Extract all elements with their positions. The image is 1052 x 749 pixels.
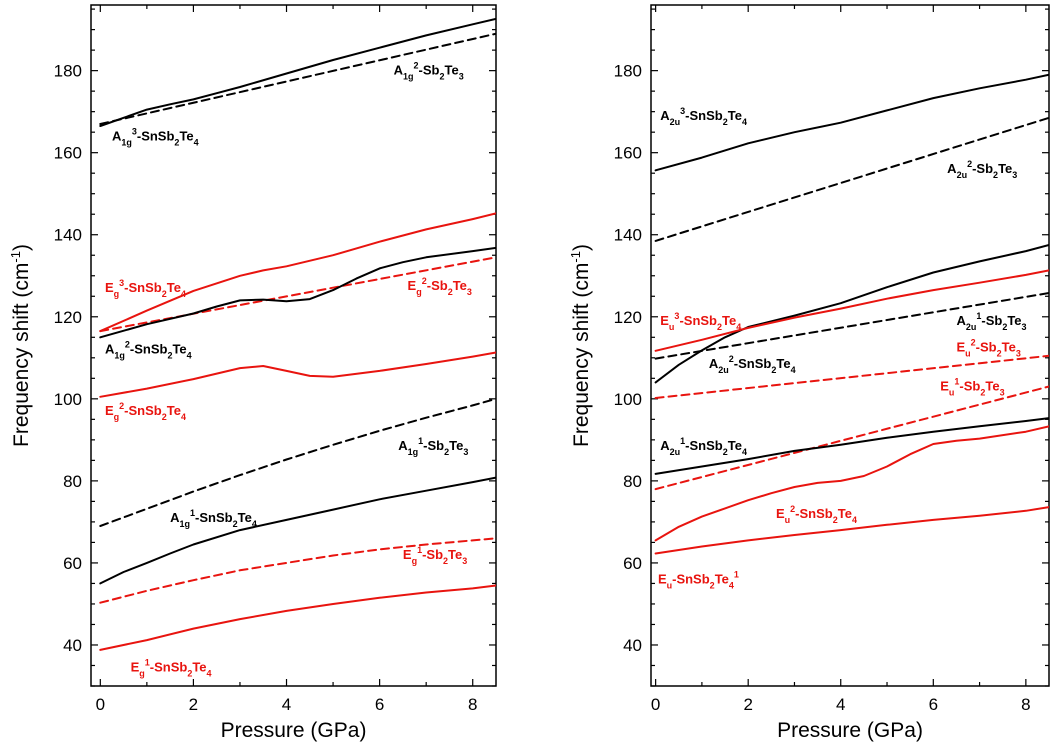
series-label-8: Eg1-Sb2Te3 (403, 545, 467, 566)
series-line-1 (99, 17, 496, 127)
series-label-4: A2u1-Sb2Te3 (956, 311, 1026, 332)
series-label-6: A1g1-Sb2Te3 (398, 436, 468, 457)
y-tick-label: 180 (614, 62, 642, 81)
series-line-5 (99, 351, 496, 398)
y-tick-label: 100 (54, 390, 82, 409)
series-label-2: A2u2-SnSb2Te4 (709, 354, 796, 375)
y-tick-label: 100 (614, 390, 642, 409)
x-tick-label: 2 (189, 695, 198, 714)
series-line-0 (654, 73, 1049, 172)
series-line-6 (99, 397, 496, 527)
y-tick-label: 80 (63, 472, 82, 491)
plot-frame (90, 4, 497, 687)
x-tick-label: 8 (468, 695, 477, 714)
y-tick-label: 60 (623, 554, 642, 573)
series-label-7: A2u1-SnSb2Te4 (660, 436, 747, 457)
series-label-7: A1g1-SnSb2Te4 (170, 508, 257, 529)
y-tick-label: 60 (63, 554, 82, 573)
y-tick-label: 40 (63, 636, 82, 655)
series-label-1: A2u2-Sb2Te3 (947, 159, 1017, 180)
series-line-9 (99, 584, 496, 651)
x-axis-title: Pressure (GPa) (777, 719, 923, 742)
series-line-8 (654, 425, 1049, 542)
y-tick-label: 120 (54, 308, 82, 327)
y-tick-label: 140 (614, 226, 642, 245)
series-label-3: Eg2-Sb2Te3 (408, 276, 472, 297)
series-label-5: Eg2-SnSb2Te4 (105, 401, 186, 422)
series-line-7 (654, 417, 1049, 475)
x-tick-label: 8 (1021, 695, 1030, 714)
series-line-7 (99, 476, 496, 585)
series-line-5 (654, 354, 1049, 399)
x-tick-label: 6 (375, 695, 384, 714)
x-tick-label: 4 (282, 695, 291, 714)
y-tick-label: 140 (54, 226, 82, 245)
series-label-0: A2u3-SnSb2Te4 (660, 106, 747, 127)
series-label-2: Eg3-SnSb2Te4 (105, 278, 186, 299)
series-label-4: A1g2-SnSb2Te4 (105, 340, 192, 361)
series-line-4 (654, 292, 1049, 360)
series-line-2 (99, 212, 496, 333)
series-line-6 (654, 385, 1049, 491)
series-line-0 (99, 32, 496, 125)
x-tick-label: 6 (929, 695, 938, 714)
y-tick-label: 40 (623, 636, 642, 655)
x-tick-label: 0 (651, 695, 660, 714)
series-label-8: Eu2-SnSb2Te4 (776, 504, 857, 525)
series-label-9: Eu-SnSb2Te41 (658, 569, 739, 590)
series-label-1: A1g3-SnSb2Te4 (112, 126, 199, 147)
y-tick-label: 160 (54, 144, 82, 163)
y-tick-label: 80 (623, 472, 642, 491)
series-line-3 (654, 269, 1049, 352)
y-tick-label: 180 (54, 62, 82, 81)
series-label-6: Eu1-Sb2Te3 (940, 377, 1004, 398)
x-tick-label: 2 (743, 695, 752, 714)
series-line-8 (99, 537, 496, 604)
left-chart-panel: 0 2 4 6 8 40 60 80 100 120 140 160 180 Pressure (GPa)… (8, 4, 497, 742)
x-tick-label: 0 (96, 695, 105, 714)
y-tick-label: 160 (614, 144, 642, 163)
series-label-5: Eu2-Sb2Te3 (956, 338, 1020, 359)
x-tick-label: 4 (836, 695, 845, 714)
series-label-0: A1g2-Sb2Te3 (394, 61, 464, 82)
series-line-4 (99, 246, 496, 339)
plot-frame (650, 4, 1050, 687)
series-label-3: Eu3-SnSb2Te4 (660, 311, 741, 332)
y-axis-title: Frequency shift (cm-1) (8, 244, 33, 447)
y-tick-label: 120 (614, 308, 642, 327)
right-chart-panel: 0 2 4 6 8 40 60 80 100 120 140 160 180 Pressure (GPa)… (568, 4, 1050, 742)
series-label-9: Eg1-SnSb2Te4 (131, 658, 212, 679)
x-axis-title: Pressure (GPa) (221, 719, 367, 742)
y-axis-title: Frequency shift (cm-1) (568, 244, 593, 447)
series-line-2 (654, 244, 1049, 384)
series-line-1 (654, 116, 1049, 242)
series-line-9 (654, 506, 1049, 555)
